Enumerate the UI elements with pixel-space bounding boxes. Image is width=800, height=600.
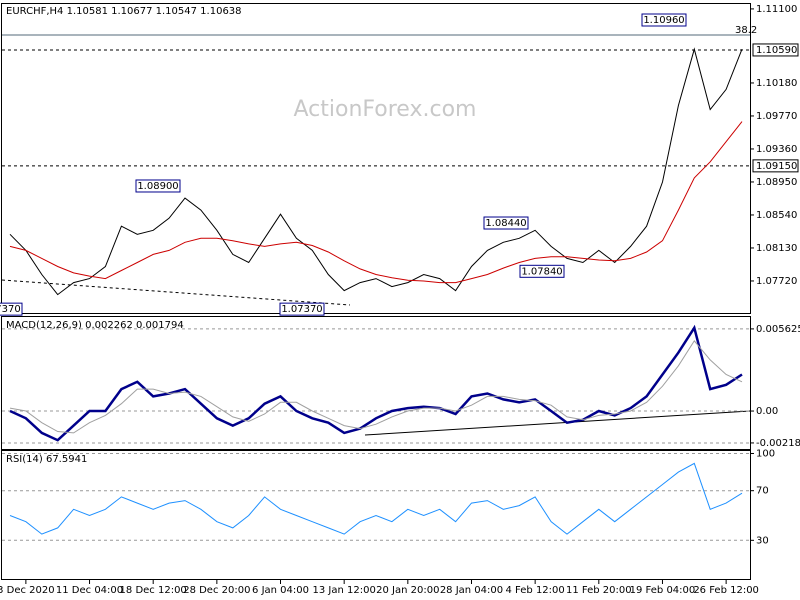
y-tick-label: 1.08130: [756, 243, 797, 254]
annotation-box: [483, 216, 529, 230]
y-tick-label: 1.10180: [756, 78, 797, 89]
annotation: 1.08440: [485, 218, 526, 229]
series-line: [9, 462, 743, 535]
level-box: [752, 159, 799, 173]
y-tick-label: 70: [756, 486, 769, 497]
annotation: 1.07840: [521, 266, 562, 277]
y-tick-label: -0.002185: [756, 438, 800, 449]
x-tick-label: 28 Dec 20:00: [183, 585, 250, 596]
y-tick-label: 1.08540: [756, 210, 797, 221]
annotation: 1.07370: [0, 304, 21, 315]
rsi-title: RSI(14) 67.5941: [6, 454, 87, 465]
x-tick-label: 11 Dec 04:00: [56, 585, 123, 596]
price-title: EURCHF,H4 1.10581 1.10677 1.10547 1.1063…: [6, 6, 242, 17]
annotation-box: [519, 264, 565, 278]
rsi-panel: [1, 450, 751, 580]
x-tick-label: 4 Feb 12:00: [506, 585, 565, 596]
price-panel: [1, 3, 751, 314]
annotation-box: [279, 302, 325, 316]
level-label: 1.09150: [756, 161, 797, 172]
macd-title: MACD(12,26,9) 0.002262 0.001794: [6, 320, 184, 331]
y-tick-label: 1.11100: [756, 4, 797, 15]
x-tick-label: 3 Dec 2020: [0, 585, 55, 596]
x-tick-label: 18 Dec 12:00: [120, 585, 187, 596]
x-tick-label: 26 Feb 12:00: [693, 585, 759, 596]
watermark: ActionForex.com: [294, 97, 477, 122]
annotation: 38.2: [735, 25, 757, 36]
y-tick-label: 1.09360: [756, 144, 797, 155]
y-tick-label: 1.08950: [756, 177, 797, 188]
trend-line: [1, 279, 351, 306]
x-tick-label: 11 Feb 20:00: [566, 585, 632, 596]
series-line: [9, 47, 743, 296]
annotation-box: [135, 179, 181, 193]
y-tick-label: 0.00: [756, 406, 778, 417]
x-tick-label: 28 Jan 04:00: [440, 585, 503, 596]
annotation-box: [641, 13, 687, 27]
y-tick-label: 30: [756, 535, 769, 546]
annotation: 1.07370: [281, 304, 322, 315]
y-tick-label: 1.09770: [756, 111, 797, 122]
macd-trend-line: [364, 410, 751, 436]
x-tick-label: 13 Jan 12:00: [313, 585, 376, 596]
x-tick-label: 6 Jan 04:00: [252, 585, 309, 596]
macd-panel: [1, 316, 751, 450]
x-tick-label: 20 Jan 20:00: [376, 585, 439, 596]
annotation-box: [0, 302, 23, 316]
y-tick-label: 0.005625: [756, 324, 800, 335]
x-tick-label: 19 Feb 04:00: [630, 585, 696, 596]
series-line: [9, 121, 743, 284]
level-box: [752, 43, 799, 57]
y-tick-label: 1.07720: [756, 276, 797, 287]
series-line: [9, 340, 743, 434]
y-tick-label: 100: [756, 448, 775, 459]
annotation: 1.08900: [137, 181, 178, 192]
level-label: 1.10590: [756, 45, 797, 56]
annotation: 1.10960: [643, 15, 684, 26]
